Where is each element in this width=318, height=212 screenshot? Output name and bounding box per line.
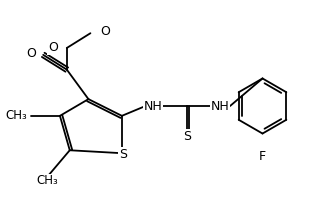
Text: S: S (183, 130, 191, 143)
Text: NH: NH (211, 99, 230, 113)
Text: S: S (119, 148, 127, 161)
Text: F: F (259, 150, 266, 163)
Text: O: O (48, 42, 58, 54)
Text: CH₃: CH₃ (36, 174, 58, 187)
Text: NH: NH (144, 99, 163, 113)
Text: CH₃: CH₃ (6, 109, 27, 122)
Text: O: O (26, 47, 36, 60)
Text: O: O (100, 25, 110, 38)
